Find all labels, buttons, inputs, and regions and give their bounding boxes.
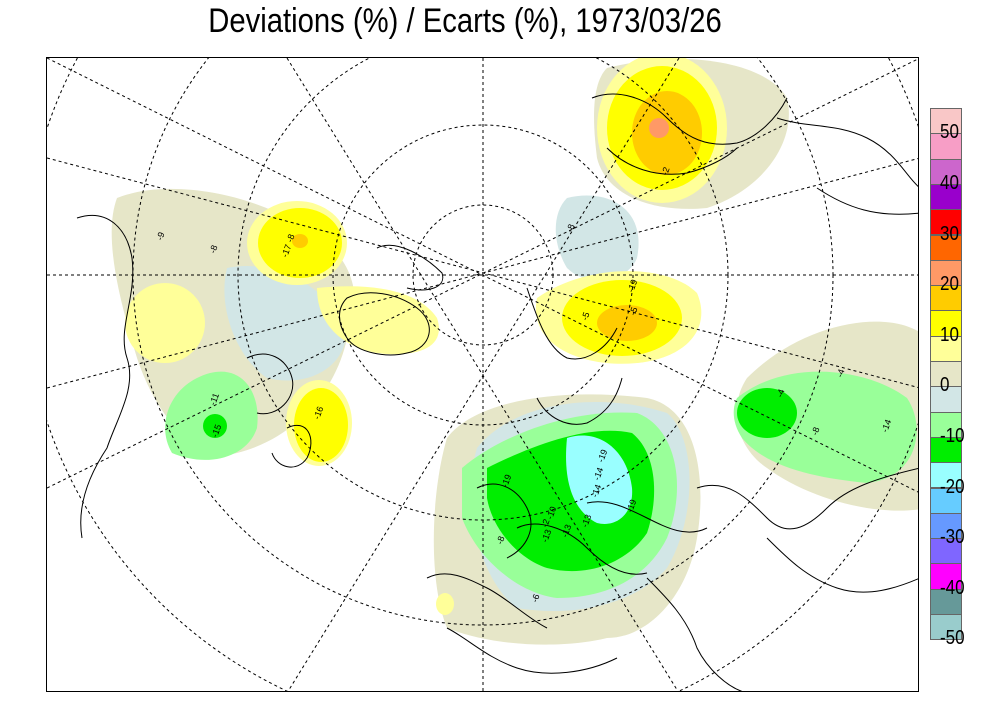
legend-swatch: [930, 133, 962, 160]
legend-swatch: [930, 209, 962, 236]
coastlines: [76, 93, 918, 691]
legend-label: -40: [940, 576, 965, 599]
contour-label: -9: [154, 231, 166, 242]
contour-label: -8: [207, 244, 219, 255]
contour-label: -19: [499, 473, 513, 489]
legend-swatch: [930, 411, 962, 438]
legend-swatch: [930, 310, 962, 337]
legend-label: 40: [940, 171, 959, 194]
legend-label: 20: [940, 273, 959, 296]
contour-label: -5: [627, 306, 639, 317]
contour-label: -19: [625, 278, 639, 294]
contour-label: -2: [659, 166, 671, 177]
contour-label: -13: [539, 528, 553, 544]
legend-swatch: [930, 108, 962, 135]
contour-label: -4: [774, 388, 786, 399]
legend-label: 10: [940, 323, 959, 346]
contour-label: -14: [591, 466, 605, 482]
contour-label: -19: [595, 448, 609, 464]
contour-label: -14: [589, 483, 603, 499]
contour-label: -8: [284, 233, 296, 244]
legend-swatch: [930, 259, 962, 287]
map-title: Deviations (%) / Ecarts (%), 1973/03/26: [208, 2, 722, 40]
legend-swatch: [930, 158, 962, 185]
contour-label: -11: [207, 392, 221, 407]
legend-swatch: [930, 436, 962, 464]
legend-label: -20: [940, 475, 965, 498]
contour-label: -8: [494, 535, 506, 546]
contour-label: -4: [834, 368, 846, 379]
anomaly-fields: [111, 58, 918, 645]
legend-label: -30: [940, 526, 965, 549]
legend-label: 50: [940, 121, 959, 144]
contour-label: -8: [809, 426, 821, 437]
contour-label: -5: [579, 311, 591, 322]
contour-label: -19: [624, 498, 638, 514]
legend-label: 30: [940, 222, 959, 245]
contour-label: -14: [879, 418, 893, 434]
contour-label: -10: [544, 505, 558, 521]
map-canvas: -9-8-8-17-11-15-16-19-19-14-10-13-13-14-…: [47, 58, 918, 691]
contour-label: -16: [311, 405, 325, 421]
polar-map: -9 -8 -8 -17 -11 -15 -16 -19 -19 -14 -10 -13 -13 -14-…: [46, 57, 919, 692]
legend-label: 0: [940, 374, 950, 397]
contour-label: -17: [279, 243, 293, 259]
legend-label: -10: [940, 424, 965, 447]
contour-label: -13: [579, 513, 593, 529]
contour-labels: -9-8-8-17-11-15-16-19-19-14-10-13-13-14-…: [154, 166, 893, 604]
contour-label: -15: [209, 423, 223, 439]
contour-label: -2: [539, 518, 551, 529]
legend-label: -50: [940, 627, 965, 650]
contour-label: -13: [559, 523, 573, 539]
contour-label: -6: [529, 593, 541, 604]
legend-swatch: [930, 335, 962, 362]
legend-swatch: [930, 614, 962, 641]
contour-label: -8: [564, 223, 576, 234]
